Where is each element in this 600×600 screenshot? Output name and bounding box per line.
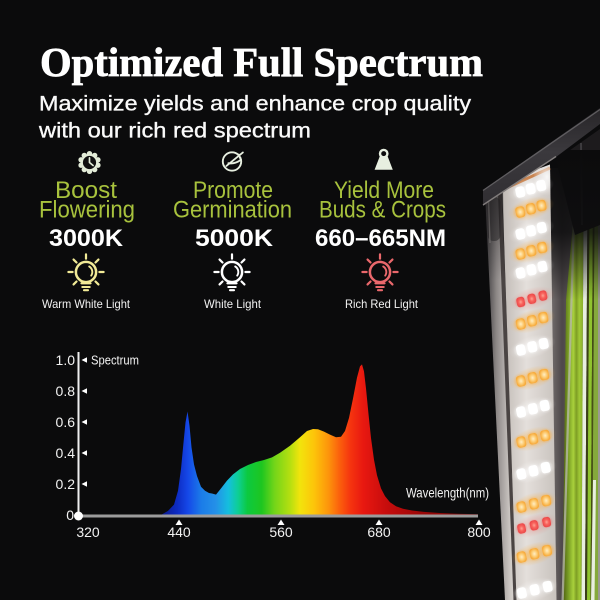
svg-text:with our rich red spectrum: with our rich red spectrum xyxy=(38,119,311,143)
svg-text:440: 440 xyxy=(167,524,191,540)
svg-text:660–665NM: 660–665NM xyxy=(315,225,446,252)
svg-text:0: 0 xyxy=(66,507,74,523)
svg-text:0.2: 0.2 xyxy=(56,476,76,492)
svg-text:800: 800 xyxy=(467,524,491,540)
svg-text:Germination: Germination xyxy=(173,196,292,223)
svg-text:Warm White Light: Warm White Light xyxy=(42,297,131,311)
svg-text:5000K: 5000K xyxy=(195,225,274,252)
svg-text:Promote: Promote xyxy=(193,177,273,204)
svg-text:560: 560 xyxy=(269,524,293,540)
svg-text:320: 320 xyxy=(76,524,100,540)
svg-text:White Light: White Light xyxy=(204,297,262,311)
svg-text:Buds & Crops: Buds & Crops xyxy=(319,196,446,223)
svg-text:Rich Red Light: Rich Red Light xyxy=(345,297,419,311)
svg-text:0.4: 0.4 xyxy=(56,445,76,461)
svg-text:Flowering: Flowering xyxy=(39,196,135,223)
svg-text:0.8: 0.8 xyxy=(56,383,76,399)
svg-text:1.0: 1.0 xyxy=(56,352,76,368)
svg-text:Maximize yields and enhance cr: Maximize yields and enhance crop quality xyxy=(39,92,471,116)
svg-text:680: 680 xyxy=(367,524,391,540)
svg-text:Spectrum: Spectrum xyxy=(91,353,139,368)
svg-text:Optimized Full Spectrum: Optimized Full Spectrum xyxy=(40,39,483,85)
svg-text:Boost: Boost xyxy=(55,177,117,204)
svg-text:3000K: 3000K xyxy=(49,225,124,252)
svg-text:0.6: 0.6 xyxy=(56,414,76,430)
svg-text:Wavelength(nm): Wavelength(nm) xyxy=(406,486,489,501)
svg-text:Yield More: Yield More xyxy=(334,177,434,204)
